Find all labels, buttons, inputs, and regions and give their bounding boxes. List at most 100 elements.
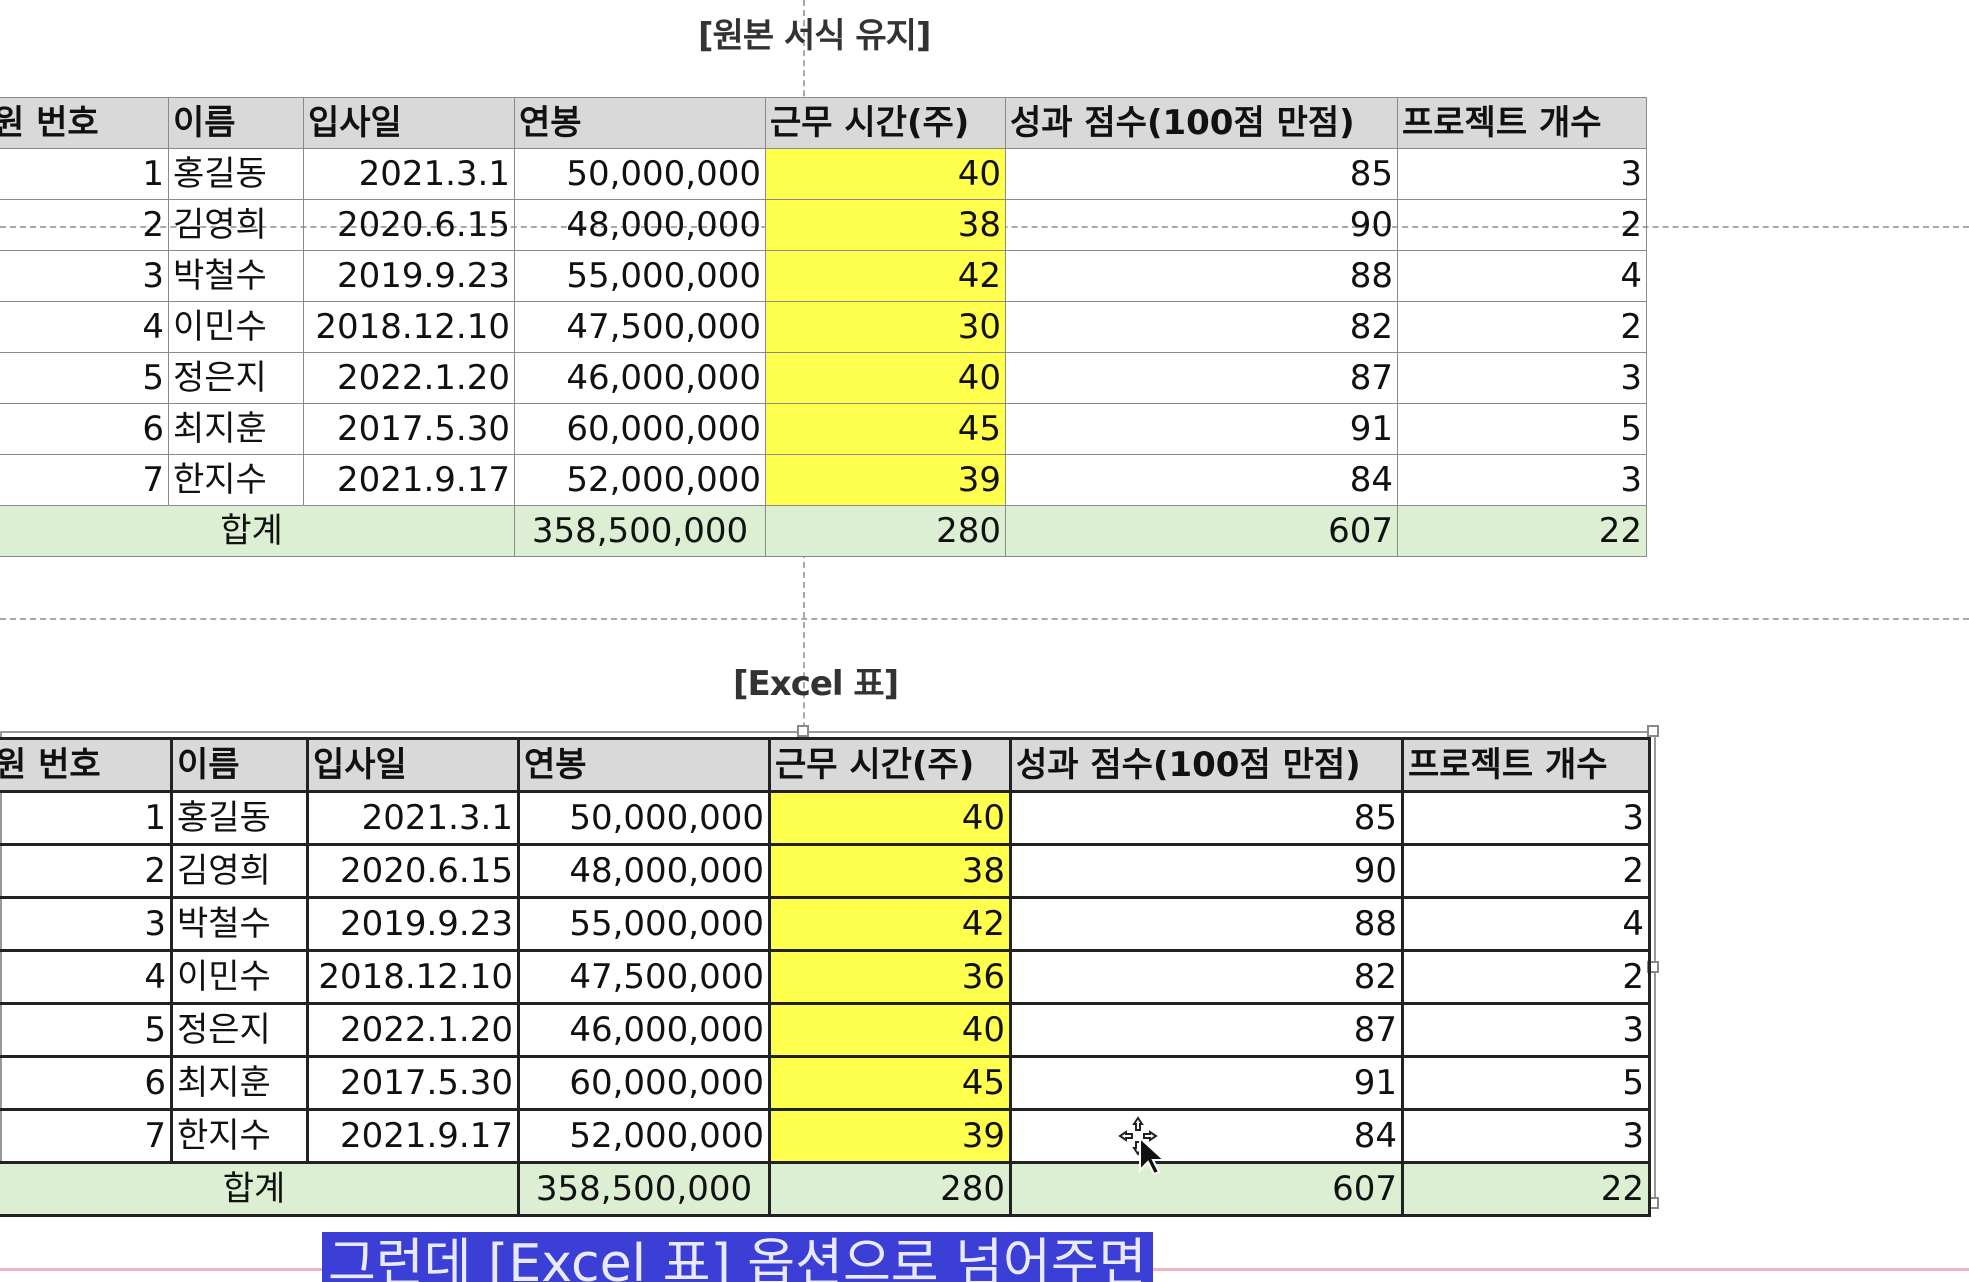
header-projects[interactable]: 프로젝트 개수 [1397, 97, 1647, 149]
cell-score[interactable]: 88 [1005, 250, 1398, 302]
header-work-hours[interactable]: 근무 시간(주) [768, 737, 1012, 793]
cell-name[interactable]: 이민수 [168, 301, 304, 353]
total-score[interactable]: 607 [1009, 1161, 1404, 1217]
cell-salary[interactable]: 50,000,000 [514, 148, 766, 200]
cell-score[interactable]: 91 [1009, 1055, 1404, 1111]
resize-handle[interactable] [797, 725, 809, 737]
cell-name[interactable]: 홍길동 [170, 790, 309, 846]
header-projects[interactable]: 프로젝트 개수 [1401, 737, 1651, 793]
total-projects[interactable]: 22 [1401, 1161, 1651, 1217]
cell-projects[interactable]: 3 [1401, 790, 1651, 846]
cell-salary[interactable]: 50,000,000 [517, 790, 771, 846]
table1[interactable]: 원 번호 이름 입사일 연봉 근무 시간(주) 성과 점수(100점 만점) 프… [0, 97, 1647, 557]
cell-hours[interactable]: 39 [768, 1108, 1012, 1164]
header-salary[interactable]: 연봉 [517, 737, 771, 793]
cell-score[interactable]: 90 [1009, 843, 1404, 899]
cell-salary[interactable]: 60,000,000 [514, 403, 766, 455]
cell-projects[interactable]: 2 [1397, 301, 1647, 353]
cell-projects[interactable]: 5 [1397, 403, 1647, 455]
cell-name[interactable]: 김영희 [170, 843, 309, 899]
cell-hours[interactable]: 45 [765, 403, 1006, 455]
cell-date[interactable]: 2021.3.1 [303, 148, 515, 200]
cell-name[interactable]: 김영희 [168, 199, 304, 251]
header-hire-date[interactable]: 입사일 [303, 97, 515, 149]
cell-projects[interactable]: 2 [1401, 843, 1651, 899]
cell-projects[interactable]: 3 [1397, 352, 1647, 404]
cell-hours[interactable]: 40 [768, 790, 1012, 846]
cell-hours[interactable]: 38 [765, 199, 1006, 251]
cell-name[interactable]: 홍길동 [168, 148, 304, 200]
cell-date[interactable]: 2021.3.1 [306, 790, 520, 846]
header-employee-no[interactable]: 원 번호 [0, 737, 173, 793]
cell-salary[interactable]: 52,000,000 [517, 1108, 771, 1164]
cell-hours[interactable]: 42 [765, 250, 1006, 302]
cell-salary[interactable]: 48,000,000 [517, 843, 771, 899]
cell-score[interactable]: 88 [1009, 896, 1404, 952]
header-work-hours[interactable]: 근무 시간(주) [765, 97, 1006, 149]
cell-projects[interactable]: 3 [1401, 1108, 1651, 1164]
total-projects[interactable]: 22 [1397, 505, 1647, 557]
cell-no[interactable]: 1 [0, 790, 173, 846]
cell-no[interactable]: 3 [0, 896, 173, 952]
total-score[interactable]: 607 [1005, 505, 1398, 557]
cell-date[interactable]: 2018.12.10 [303, 301, 515, 353]
cell-projects[interactable]: 3 [1397, 454, 1647, 506]
cell-date[interactable]: 2020.6.15 [306, 843, 520, 899]
cell-score[interactable]: 87 [1009, 1002, 1404, 1058]
cell-score[interactable]: 82 [1009, 949, 1404, 1005]
cell-score[interactable]: 90 [1005, 199, 1398, 251]
cell-date[interactable]: 2021.9.17 [306, 1108, 520, 1164]
cell-no[interactable]: 3 [0, 250, 169, 302]
cell-salary[interactable]: 46,000,000 [517, 1002, 771, 1058]
cell-date[interactable]: 2017.5.30 [306, 1055, 520, 1111]
cell-projects[interactable]: 5 [1401, 1055, 1651, 1111]
cell-projects[interactable]: 4 [1401, 896, 1651, 952]
cell-no[interactable]: 2 [0, 199, 169, 251]
cell-salary[interactable]: 52,000,000 [514, 454, 766, 506]
cell-salary[interactable]: 47,500,000 [517, 949, 771, 1005]
cell-hours[interactable]: 30 [765, 301, 1006, 353]
total-salary[interactable]: 358,500,000 [514, 505, 766, 557]
cell-name[interactable]: 정은지 [168, 352, 304, 404]
cell-salary[interactable]: 47,500,000 [514, 301, 766, 353]
cell-salary[interactable]: 55,000,000 [517, 896, 771, 952]
cell-name[interactable]: 한지수 [170, 1108, 309, 1164]
cell-date[interactable]: 2020.6.15 [303, 199, 515, 251]
header-name[interactable]: 이름 [170, 737, 309, 793]
cell-hours[interactable]: 39 [765, 454, 1006, 506]
cell-name[interactable]: 한지수 [168, 454, 304, 506]
cell-no[interactable]: 2 [0, 843, 173, 899]
cell-date[interactable]: 2019.9.23 [303, 250, 515, 302]
cell-score[interactable]: 91 [1005, 403, 1398, 455]
cell-salary[interactable]: 48,000,000 [514, 199, 766, 251]
cell-projects[interactable]: 3 [1397, 148, 1647, 200]
cell-name[interactable]: 정은지 [170, 1002, 309, 1058]
cell-hours[interactable]: 36 [768, 949, 1012, 1005]
cell-no[interactable]: 4 [0, 301, 169, 353]
cell-salary[interactable]: 60,000,000 [517, 1055, 771, 1111]
header-name[interactable]: 이름 [168, 97, 304, 149]
cell-no[interactable]: 6 [0, 1055, 173, 1111]
cell-name[interactable]: 박철수 [168, 250, 304, 302]
cell-hours[interactable]: 40 [768, 1002, 1012, 1058]
total-salary[interactable]: 358,500,000 [517, 1161, 771, 1217]
cell-date[interactable]: 2022.1.20 [306, 1002, 520, 1058]
cell-no[interactable]: 5 [0, 1002, 173, 1058]
cell-projects[interactable]: 3 [1401, 1002, 1651, 1058]
cell-name[interactable]: 최지훈 [168, 403, 304, 455]
cell-no[interactable]: 6 [0, 403, 169, 455]
header-employee-no[interactable]: 원 번호 [0, 97, 169, 149]
cell-score[interactable]: 85 [1005, 148, 1398, 200]
cell-projects[interactable]: 2 [1397, 199, 1647, 251]
cell-date[interactable]: 2019.9.23 [306, 896, 520, 952]
cell-hours[interactable]: 40 [765, 352, 1006, 404]
cell-name[interactable]: 이민수 [170, 949, 309, 1005]
cell-score[interactable]: 85 [1009, 790, 1404, 846]
cell-projects[interactable]: 4 [1397, 250, 1647, 302]
table2[interactable]: 원 번호 이름 입사일 연봉 근무 시간(주) 성과 점수(100점 만점) 프… [0, 737, 1651, 1217]
cell-score[interactable]: 82 [1005, 301, 1398, 353]
total-label[interactable]: 합계 [0, 505, 515, 557]
header-salary[interactable]: 연봉 [514, 97, 766, 149]
cell-hours[interactable]: 38 [768, 843, 1012, 899]
cell-score[interactable]: 87 [1005, 352, 1398, 404]
